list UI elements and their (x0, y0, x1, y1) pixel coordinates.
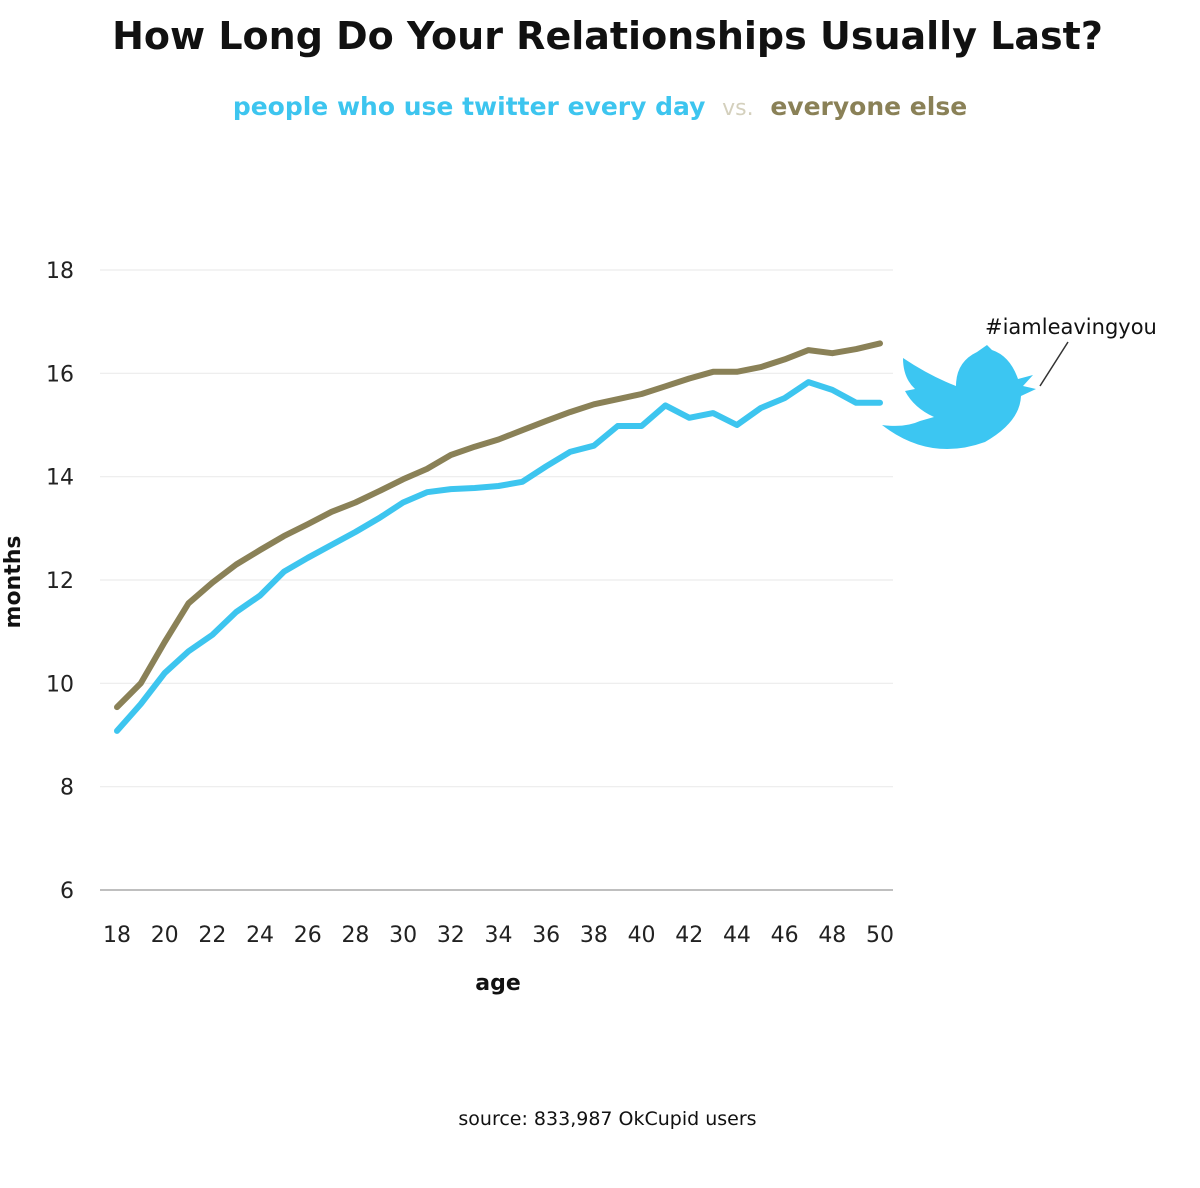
y-tick-label: 8 (60, 776, 74, 801)
y-tick-label: 16 (46, 362, 74, 387)
x-tick-label: 20 (151, 923, 179, 948)
legend-everyone-else: everyone else (770, 92, 968, 121)
y-tick-label: 6 (60, 879, 74, 904)
annotation-text: #iamleavingyou (985, 315, 1157, 339)
x-tick-label: 46 (771, 923, 799, 948)
annotation-leader-line (1039, 341, 1069, 387)
y-tick-label: 12 (46, 569, 74, 594)
x-tick-label: 32 (437, 923, 465, 948)
x-tick-label: 22 (198, 923, 226, 948)
chart-source: source: 833,987 OkCupid users (458, 1108, 757, 1130)
x-tick-label: 28 (341, 923, 369, 948)
series-line-everyone-else (114, 340, 883, 711)
x-tick-label: 40 (628, 923, 656, 948)
y-tick-label: 14 (46, 466, 74, 491)
x-tick-label: 50 (866, 923, 894, 948)
x-tick-label: 26 (294, 923, 322, 948)
x-tick-label: 24 (246, 923, 274, 948)
y-axis-label: months (1, 536, 26, 629)
chart-title: How Long Do Your Relationships Usually L… (112, 14, 1103, 58)
x-tick-label: 48 (818, 923, 846, 948)
chart-subtitle: people who use twitter every day vs. eve… (0, 92, 1200, 121)
x-axis-label: age (475, 971, 521, 996)
x-tick-label: 42 (675, 923, 703, 948)
legend-twitter: people who use twitter every day (232, 92, 706, 121)
twitter-bird-icon (882, 345, 1036, 450)
x-tick-label: 34 (485, 923, 513, 948)
x-tick-label: 38 (580, 923, 608, 948)
y-tick-label: 18 (46, 259, 74, 284)
series-line-twitter (114, 379, 883, 734)
x-tick-label: 36 (532, 923, 560, 948)
y-tick-label: 10 (46, 672, 74, 697)
x-tick-label: 18 (103, 923, 131, 948)
x-tick-label: 30 (389, 923, 417, 948)
legend-separator: vs. (722, 96, 754, 121)
x-tick-label: 44 (723, 923, 751, 948)
